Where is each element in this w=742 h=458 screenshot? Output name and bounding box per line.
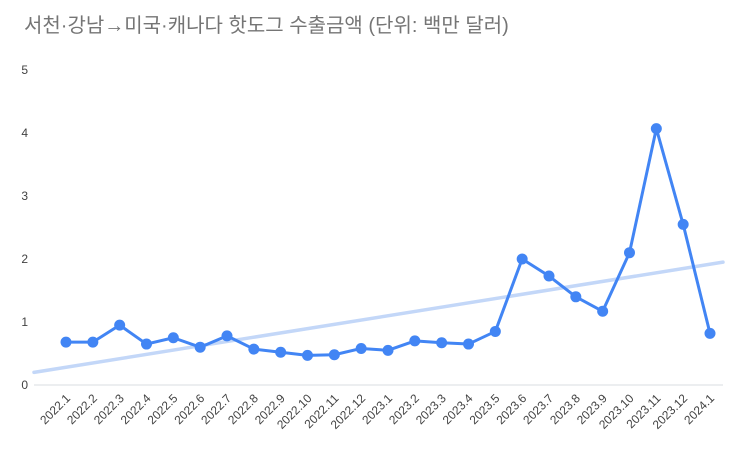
data-point[interactable] (87, 336, 99, 348)
chart-title: 서천·강남→미국·캐나다 핫도그 수출금액 (단위: 백만 달러) (24, 15, 509, 37)
data-point[interactable] (302, 349, 313, 361)
data-point[interactable] (543, 270, 555, 282)
trendline (32, 260, 725, 375)
data-point[interactable] (382, 344, 394, 356)
data-point[interactable] (221, 330, 233, 342)
data-point[interactable] (194, 341, 206, 353)
data-point[interactable] (328, 349, 340, 361)
data-point[interactable] (409, 335, 421, 347)
data-point[interactable] (624, 247, 635, 259)
y-axis-tick: 2 (21, 252, 28, 266)
data-point[interactable] (141, 338, 152, 350)
data-point[interactable] (570, 291, 582, 303)
data-point[interactable] (516, 253, 528, 265)
data-point[interactable] (355, 342, 367, 354)
y-axis-tick: 1 (21, 315, 28, 329)
data-point[interactable] (677, 218, 689, 230)
y-axis-tick: 0 (21, 378, 28, 392)
data-point[interactable] (167, 332, 179, 344)
series-line (64, 127, 712, 357)
data-point[interactable] (114, 319, 126, 331)
y-axis-tick: 3 (21, 189, 28, 203)
data-point[interactable] (650, 123, 662, 135)
data-point[interactable] (704, 327, 716, 339)
data-point[interactable] (597, 305, 609, 317)
data-point[interactable] (463, 338, 474, 350)
x-axis-tick: 2024.1 (681, 391, 717, 427)
y-axis-tick: 4 (21, 126, 28, 140)
data-point[interactable] (60, 336, 72, 348)
data-point[interactable] (275, 346, 287, 358)
data-point[interactable] (489, 325, 501, 337)
y-axis-tick: 5 (21, 63, 28, 77)
data-point[interactable] (436, 337, 448, 349)
data-point[interactable] (248, 343, 260, 355)
